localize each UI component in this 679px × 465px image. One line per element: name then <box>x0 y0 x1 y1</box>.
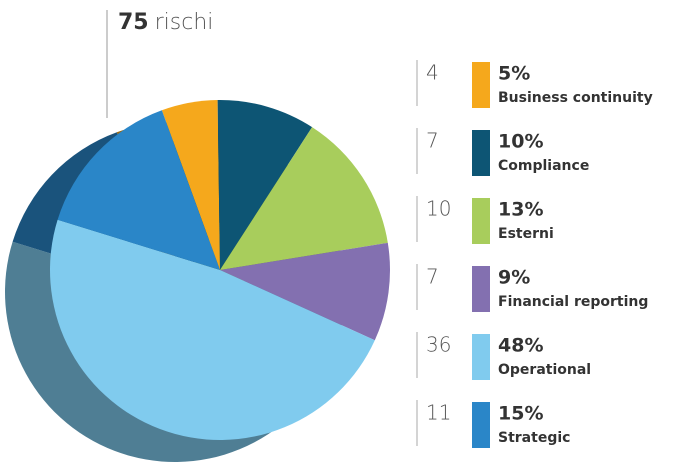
legend-name: Financial reporting <box>498 294 648 310</box>
legend-count: 36 <box>426 333 451 357</box>
legend-percent: 5% <box>498 63 530 85</box>
slice <box>57 110 221 270</box>
legend-swatch <box>472 198 490 244</box>
slice <box>49 219 375 441</box>
legend-percent: 48% <box>498 335 543 357</box>
legend-percent: 13% <box>498 199 543 221</box>
legend-swatch <box>472 130 490 176</box>
legend-swatch <box>472 402 490 448</box>
legend-name: Strategic <box>498 430 570 446</box>
legend-name: Business continuity <box>498 90 653 106</box>
legend-swatch <box>472 266 490 312</box>
legend-swatch <box>472 62 490 108</box>
legend-count: 4 <box>426 61 439 85</box>
slice <box>161 100 220 270</box>
slice <box>220 242 390 341</box>
legend-percent: 10% <box>498 131 543 153</box>
legend-percent: 15% <box>498 403 543 425</box>
legend-percent: 9% <box>498 267 530 289</box>
total-value: 75 <box>118 10 149 35</box>
legend-name: Esterni <box>498 226 554 242</box>
slice <box>220 127 388 271</box>
legend-count: 10 <box>426 197 451 221</box>
legend-name: Compliance <box>498 158 589 174</box>
slice <box>217 100 313 270</box>
legend-count: 11 <box>426 401 451 425</box>
legend-swatch <box>472 334 490 380</box>
legend-count: 7 <box>426 265 439 289</box>
legend-count: 7 <box>426 129 439 153</box>
total: 75 rischi <box>118 10 213 35</box>
legend-name: Operational <box>498 362 591 378</box>
total-label: rischi <box>155 10 214 35</box>
